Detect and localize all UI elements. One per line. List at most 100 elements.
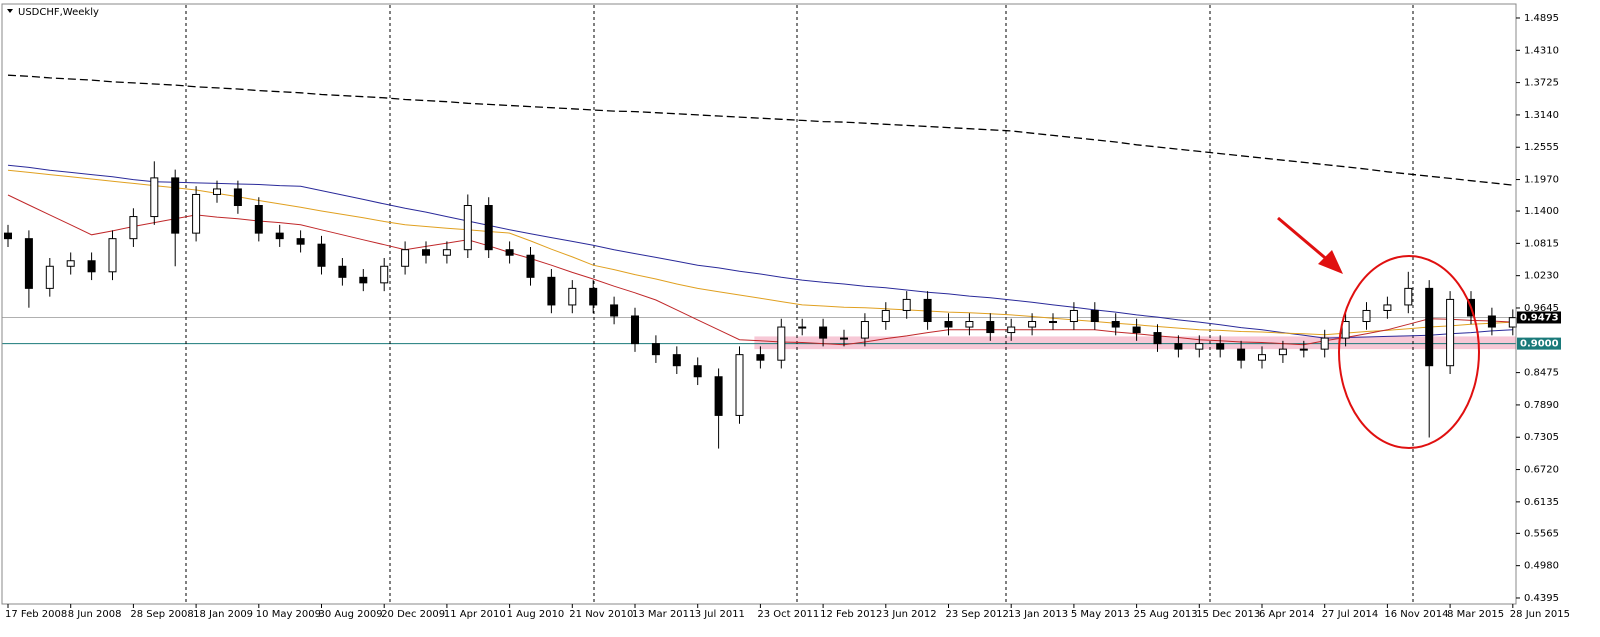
- x-tick-label: 15 Dec 2013: [1196, 609, 1260, 620]
- candle-body: [1237, 348, 1246, 361]
- y-tick-label: 0.9645: [1524, 303, 1559, 314]
- x-tick-label: 20 Dec 2009: [381, 609, 445, 620]
- candle-body: [442, 249, 451, 256]
- price-label-box: [1517, 337, 1561, 350]
- candle-body: [484, 205, 493, 251]
- candle-body: [672, 354, 681, 367]
- candle-body: [819, 326, 828, 339]
- candle-body: [1404, 287, 1413, 306]
- candle-body: [756, 354, 765, 361]
- candle-body: [777, 326, 786, 361]
- arrow-shaft: [1277, 216, 1331, 264]
- candle-body: [631, 315, 639, 345]
- plot-layer: [4, 74, 1517, 449]
- candle-body: [1446, 298, 1455, 367]
- candle-body: [1383, 304, 1392, 311]
- candle-body: [1111, 321, 1120, 328]
- candle-body: [422, 249, 430, 256]
- price-label-box: [1517, 311, 1561, 324]
- y-tick-label: 1.0230: [1524, 271, 1559, 282]
- candle-body: [840, 337, 848, 340]
- y-tick-label: 1.2555: [1524, 142, 1559, 153]
- candle-body: [902, 298, 911, 311]
- candle-body: [923, 298, 932, 323]
- candle-body: [45, 265, 54, 289]
- candle-body: [380, 265, 389, 284]
- x-tick-label: 12 Feb 2012: [820, 609, 882, 620]
- moving-average: [7, 164, 1513, 339]
- period-separators: [185, 5, 1414, 604]
- price-label: 0.9000: [1520, 339, 1559, 350]
- y-tick-label: 0.4980: [1524, 561, 1559, 572]
- x-tick-label: 28 Sep 2008: [130, 609, 193, 620]
- candle-body: [1049, 321, 1057, 324]
- candle-body: [589, 287, 598, 306]
- candle-body: [1508, 317, 1517, 328]
- y-tick-label: 0.4395: [1524, 593, 1559, 604]
- candle-body: [87, 260, 96, 273]
- x-tick-label: 25 Aug 2013: [1134, 609, 1198, 620]
- x-tick-label: 27 Jul 2014: [1322, 609, 1379, 620]
- candle-body: [1216, 343, 1225, 350]
- y-tick-label: 0.6135: [1524, 497, 1559, 508]
- x-tick-label: 3 Jul 2011: [695, 609, 745, 620]
- candle-body: [798, 326, 807, 329]
- y-tick-label: 0.7890: [1524, 400, 1559, 411]
- candle-body: [547, 276, 556, 306]
- candle-body: [1299, 348, 1308, 351]
- x-tick-label: 17 Feb 2008: [5, 609, 67, 620]
- candle-body: [1341, 321, 1350, 339]
- candle-body: [401, 249, 410, 267]
- y-tick-label: 1.1970: [1524, 175, 1559, 186]
- x-tick-label: 28 Jun 2015: [1510, 609, 1570, 620]
- y-tick-label: 1.3725: [1524, 78, 1559, 89]
- candle-body: [254, 205, 263, 234]
- candle-body: [693, 365, 702, 378]
- y-tick-label: 0.8475: [1524, 368, 1559, 379]
- x-tick-label: 3 Jun 2012: [883, 609, 937, 620]
- y-tick-label: 1.4895: [1524, 13, 1559, 24]
- candle-body: [463, 205, 472, 251]
- candle-body: [1278, 348, 1287, 356]
- candle-body: [317, 243, 326, 267]
- candle-body: [1425, 287, 1434, 367]
- candle-body: [1132, 326, 1141, 334]
- candle-body: [24, 238, 33, 289]
- x-tick-label: 10 May 2009: [256, 609, 321, 620]
- candle-body: [1069, 309, 1078, 323]
- candle-body: [108, 238, 117, 273]
- candle-body: [505, 249, 514, 256]
- candle-body: [359, 276, 368, 284]
- candle-body: [986, 321, 995, 334]
- candle-body: [233, 188, 242, 207]
- y-tick-label: 1.1400: [1524, 206, 1559, 217]
- candle-body: [275, 232, 284, 240]
- candle-body: [860, 321, 869, 339]
- candle-body: [192, 193, 201, 234]
- y-tick-label: 0.6720: [1524, 465, 1559, 476]
- x-tick-label: 23 Oct 2011: [757, 609, 819, 620]
- plot-frame: [1, 3, 1517, 605]
- candle-body: [296, 238, 305, 245]
- x-tick-label: 11 Apr 2010: [444, 609, 506, 620]
- x-tick-label: 1 Aug 2010: [507, 609, 565, 620]
- candle-body: [735, 354, 744, 416]
- y-tick-label: 1.0815: [1524, 238, 1559, 249]
- candle-body: [1174, 343, 1183, 350]
- candle-body: [1320, 337, 1329, 350]
- chart-title: USDCHF,Weekly: [18, 7, 99, 18]
- candle-body: [1362, 309, 1371, 323]
- candle-body: [1007, 326, 1016, 334]
- candle-body: [714, 376, 723, 416]
- candle-body: [965, 321, 974, 328]
- candle-body: [610, 304, 619, 317]
- highlight-ellipse: [1338, 255, 1480, 449]
- candle-body: [66, 260, 75, 267]
- x-tick-label: 8 Mar 2015: [1447, 609, 1504, 620]
- x-tick-label: 18 Jan 2009: [193, 609, 253, 620]
- y-tick-label: 1.3140: [1524, 110, 1559, 121]
- candle-body: [171, 177, 180, 234]
- candle-body: [881, 309, 890, 323]
